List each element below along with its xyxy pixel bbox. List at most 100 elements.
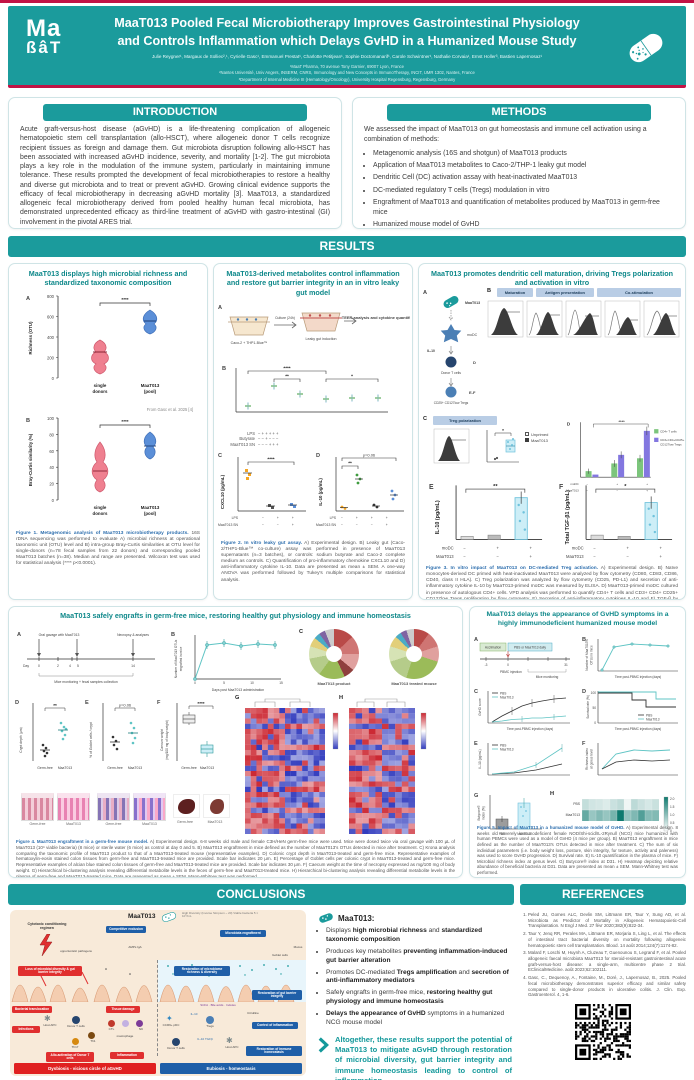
svg-text:1.5: 1.5	[670, 805, 675, 809]
svg-text:IL-10 (pg/mL): IL-10 (pg/mL)	[478, 749, 482, 768]
conclusion-item: Produces key metabolites preventing infl…	[326, 948, 512, 966]
ctl-label: CTL	[108, 1027, 115, 1031]
svg-text:Time post-PBMC injection (days: Time post-PBMC injection (days)	[507, 727, 553, 731]
figure4-panelC-label: C	[299, 629, 304, 635]
heatmap-row-label: PBS	[573, 802, 580, 806]
flow-histogram	[487, 300, 524, 338]
svg-text:GvHD score: GvHD score	[478, 698, 482, 716]
svg-text:****: ****	[197, 701, 204, 706]
svg-text:D: D	[567, 422, 571, 428]
conclusion-item: Delays the appearance of GvHD symptoms i…	[326, 1010, 512, 1028]
svg-text:0: 0	[594, 721, 596, 725]
svg-text:F: F	[157, 700, 161, 706]
poster-title: MaaT013 Pooled Fecal Microbiotherapy Imp…	[88, 14, 606, 51]
chevron-right-icon	[318, 1037, 329, 1053]
svg-text:IL-10 (pg/mL): IL-10 (pg/mL)	[435, 500, 441, 534]
svg-text:− − +: − − +	[262, 523, 300, 527]
chip-maturation: Maturation	[497, 288, 533, 297]
svg-text:CD25+ CD127low Tregs: CD25+ CD127low Tregs	[434, 401, 469, 405]
svg-text:p=0.06: p=0.06	[363, 452, 376, 457]
figure3-panelE-il10-bars: E IL-10 (pg/mL) ** moDC − + + MaaT013 − − …	[429, 484, 543, 559]
svg-text:20: 20	[49, 481, 54, 486]
svg-text:****: ****	[121, 297, 128, 302]
diagram-amps-label: AMPs IgA	[128, 945, 142, 949]
svg-text:D: D	[582, 689, 586, 695]
krona-label-product: MaaT013 product	[317, 681, 351, 686]
objective-callout: The objective of this study is to elucid…	[9, 227, 341, 228]
svg-text:PBS or MaaT013 daily: PBS or MaaT013 daily	[514, 646, 546, 650]
introduction-text: Acute graft-versus-host disease (aGvHD) …	[20, 126, 330, 226]
svg-text:60: 60	[49, 449, 54, 454]
figure5-heatmap-row-labels: PBS MaaT013	[558, 799, 580, 821]
matrix-row: LPS − + + + + +	[224, 431, 412, 436]
svg-text:IL-10 (pg/mL): IL-10 (pg/mL)	[318, 478, 323, 506]
svg-text:A: A	[423, 290, 427, 296]
figure5-caption-body: A) Experimental design. 8 weeks old seve…	[477, 825, 678, 875]
svg-text:MaaT013: MaaT013	[128, 766, 142, 770]
histology-alcian-maat013	[133, 793, 166, 821]
svg-text:MaaT013: MaaT013	[141, 383, 160, 388]
pdc-icon: ✦	[166, 1014, 173, 1023]
svg-text:MaaT013: MaaT013	[566, 489, 579, 493]
affiliations: ¹MaaT Pharma, 70 avenue Tony Garnier, 69…	[68, 64, 626, 83]
caecum-photo-germfree	[173, 794, 200, 818]
figure1-source-note: From Gasc et al. 2025 [4]	[146, 406, 193, 412]
diagram-box-microbiota-engraftment: Microbiota engraftment	[220, 930, 266, 937]
tregs-cell	[206, 1016, 214, 1024]
svg-text:Bray-Curtis similarity (%): Bray-Curtis similarity (%)	[28, 433, 33, 486]
tregs-label: Tregs	[206, 1024, 214, 1028]
svg-text:− + +: − + +	[593, 545, 676, 550]
svg-text:MaaT013: MaaT013	[517, 832, 531, 836]
il10-tgfb-label: IL-10 TGFβ	[197, 1037, 213, 1041]
nk-label: NK	[138, 1027, 144, 1031]
svg-text:OTUs in mice: OTUs in mice	[590, 645, 594, 665]
reference-item: Gasc, C., Dequenoy, A., Fontaine, M., Do…	[528, 975, 686, 998]
figure2-caption-lead: Figure 2. In vitro leaky gut assay.	[221, 540, 303, 546]
figure5-panelE-il10: E IL-10 (pg/mL) PBS MaaT013	[474, 741, 570, 776]
svg-text:Caecum weight: Caecum weight	[160, 729, 164, 751]
svg-text:Richness (OTU): Richness (OTU)	[28, 321, 33, 354]
svg-text:F: F	[559, 484, 563, 491]
figure3-caption-lead: Figure 3. In vitro impact of MaaT013 on …	[426, 566, 599, 571]
svg-text:PBS: PBS	[500, 692, 506, 696]
svg-text:TEER analysis and cytokine qua: TEER analysis and cytokine quantificatio…	[342, 315, 410, 320]
legend-item: MaaT013	[525, 438, 548, 444]
donut-hole	[326, 646, 342, 662]
legend-item: Unprimed	[525, 432, 548, 438]
svg-text:Germ-free: Germ-free	[181, 766, 197, 770]
figure5-panelD-survival: D Survival rate (%) 100 50 0 PBS MaaT013…	[582, 689, 678, 731]
svg-text:moDC: moDC	[572, 545, 584, 550]
reference-item: Peled JU, Gomes ALC, Devlin SM, Littmann…	[528, 912, 686, 929]
closing-statement: Altogether, these results support the po…	[335, 1034, 512, 1080]
figure5-caption-lead: Figure 5. Impact of MaaT013 in a humaniz…	[477, 825, 625, 830]
caecum-label: MaaT013	[207, 820, 223, 824]
reference-item: Malard F, Loschi M, Huynh A, Cluzeau T, …	[528, 950, 686, 973]
svg-text:Culture (24h): Culture (24h)	[275, 316, 295, 320]
svg-text:MaaT013: MaaT013	[436, 554, 454, 559]
figure4-panelE-goblet-cells: E % of Goblet cells / crypt p=0.06 Germ-…	[85, 700, 142, 770]
conclusions-banner: CONCLUSIONS	[8, 884, 514, 905]
svg-text:40: 40	[49, 465, 54, 470]
svg-text:donors: donors	[93, 389, 108, 394]
figure2-title: MaaT013-derived metabolites control infl…	[226, 269, 400, 297]
chip-treg-polarization: Treg polarization	[433, 416, 497, 425]
histology-label: MaaT013	[142, 822, 157, 826]
svg-text:moDC: moDC	[442, 545, 454, 550]
figure1-caption: Figure 1. Metagenomic analysis of MaaT01…	[9, 529, 207, 570]
svg-text:MaaT013: MaaT013	[58, 766, 72, 770]
svg-text:A: A	[26, 296, 30, 302]
svg-text:− − − +: − − − +	[341, 523, 394, 527]
logo-line-2: ßâT	[26, 37, 63, 57]
svg-text:Mice monitoring + fecal sample: Mice monitoring + fecal samples collecti…	[54, 680, 118, 684]
svg-text:PBS: PBS	[500, 744, 506, 748]
svg-text:MaaT013: MaaT013	[200, 766, 214, 770]
figure3-panelsEF: E IL-10 (pg/mL) ** moDC − + + MaaT013 − − …	[423, 478, 683, 564]
svg-text:D: D	[15, 700, 19, 706]
svg-text:**: **	[285, 374, 289, 379]
figure5-panelA-design: A Acclimation PBS or MaaT013 daily -3 0 …	[474, 637, 570, 679]
svg-text:0: 0	[194, 681, 196, 685]
svg-text:**: **	[53, 703, 57, 708]
figure3-panelC-label: C	[423, 416, 428, 422]
figure5-panelH-label: H	[550, 791, 555, 797]
svg-text:800: 800	[47, 294, 55, 299]
